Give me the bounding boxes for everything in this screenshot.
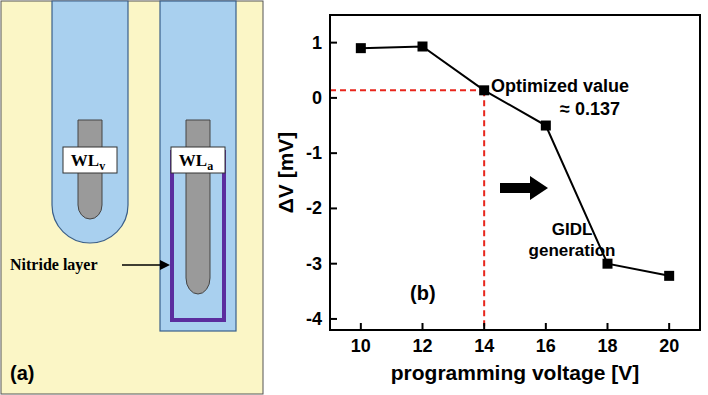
x-tick-label: 10	[351, 336, 371, 356]
x-axis-label: programming voltage [V]	[391, 361, 640, 384]
gate-a	[186, 120, 210, 294]
annotation: ≈ 0.137	[560, 99, 620, 119]
y-tick-label: 0	[312, 88, 322, 108]
annotation: GIDL	[552, 220, 593, 239]
x-tick	[422, 323, 424, 330]
y-axis-label: ΔV [mV]	[274, 132, 297, 214]
panel-label: (a)	[10, 362, 34, 384]
data-marker	[664, 271, 674, 281]
data-group	[356, 42, 674, 281]
nitride-arrowhead	[160, 260, 170, 270]
wordline-label: WLa	[179, 151, 213, 173]
annotation: generation	[529, 241, 616, 260]
data-marker	[603, 259, 613, 269]
y-tick	[330, 42, 337, 44]
annotation: Optimized value	[491, 76, 629, 96]
wordline-text: WL	[179, 151, 207, 170]
y-tick-label: 1	[312, 33, 322, 53]
x-tick	[545, 323, 547, 330]
panel-label: (b)	[410, 282, 436, 304]
x-tick-label: 20	[659, 336, 679, 356]
substrate	[1, 1, 263, 394]
highlight-v	[483, 90, 485, 330]
y-tick	[330, 263, 337, 265]
x-tick	[668, 323, 670, 330]
plot-frame	[330, 15, 700, 330]
data-marker	[541, 121, 551, 131]
y-tick	[330, 152, 337, 154]
panel-b: 10 12 14 16 18 20 -4 -3 -2 -1 0 1 programming voltag…	[274, 15, 700, 384]
y-tick-label: -4	[306, 309, 322, 329]
wordline-label-box	[63, 147, 117, 173]
nitride-label: Nitride layer	[10, 256, 98, 274]
y-tick	[330, 97, 337, 99]
trench-v	[52, 1, 128, 243]
y-tick-label: -2	[306, 198, 322, 218]
x-tick-label: 14	[474, 336, 494, 356]
data-marker	[479, 85, 489, 95]
x-tick	[483, 323, 485, 330]
wordline-text: WL	[71, 151, 99, 170]
wordline-subscript: a	[207, 159, 213, 173]
y-tick	[330, 207, 337, 209]
nitride-arrow	[122, 264, 164, 266]
figure: WLvWLaNitride layer(a)101214161820-4-3-2…	[0, 0, 708, 395]
y-tick-label: -1	[306, 143, 322, 163]
highlight-h	[330, 89, 484, 91]
data-line	[361, 47, 669, 276]
wordline-subscript: v	[99, 159, 105, 173]
x-tick-label: 12	[412, 336, 432, 356]
gidl-arrow	[500, 176, 548, 200]
x-tick	[360, 323, 362, 330]
y-tick	[330, 318, 337, 320]
x-tick-label: 16	[536, 336, 556, 356]
data-marker	[418, 42, 428, 52]
data-marker	[356, 43, 366, 53]
wordline-label: WLv	[71, 151, 105, 173]
x-tick-label: 18	[597, 336, 617, 356]
y-tick-label: -3	[306, 254, 322, 274]
wordline-label-box	[171, 147, 225, 173]
trench-a	[160, 1, 236, 331]
x-tick	[607, 323, 609, 330]
panel-a: WLvWLaNitride layer(a)	[1, 1, 263, 394]
